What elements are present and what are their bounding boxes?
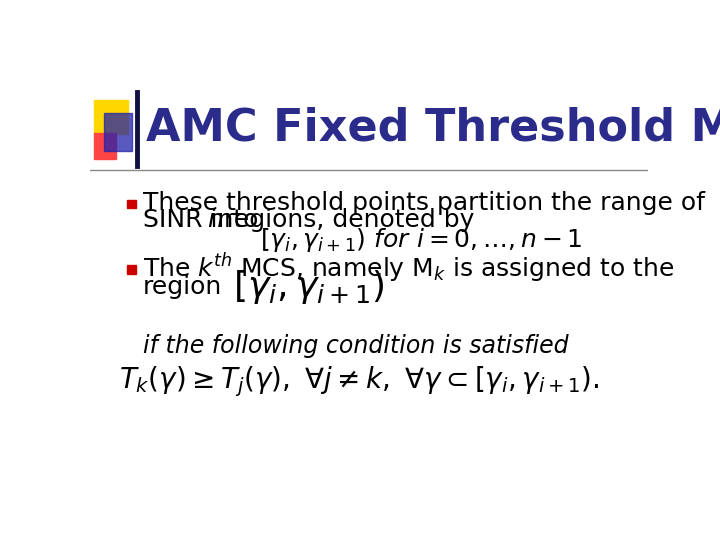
Bar xyxy=(127,200,136,208)
Text: if the following condition is satisfied: if the following condition is satisfied xyxy=(143,334,568,358)
Text: regions, denoted by: regions, denoted by xyxy=(215,208,474,232)
Text: $[\gamma_i, \gamma_{i+1})\ \mathit{for}\ i = 0, \ldots, n-1$: $[\gamma_i, \gamma_{i+1})\ \mathit{for}\… xyxy=(261,226,583,254)
Text: AMC Fixed Threshold Method: AMC Fixed Threshold Method xyxy=(145,106,720,150)
Bar xyxy=(94,132,116,159)
Text: region: region xyxy=(143,274,222,299)
Text: $[\gamma_i, \gamma_{i+1})$: $[\gamma_i, \gamma_{i+1})$ xyxy=(233,267,385,306)
Text: $T_k(\gamma) \geq T_j(\gamma),\ \forall j \neq k,\ \forall \gamma \subset [\gamm: $T_k(\gamma) \geq T_j(\gamma),\ \forall … xyxy=(120,364,600,400)
Text: SINR into: SINR into xyxy=(143,208,266,232)
Text: The $k^{th}$ MCS, namely M$_k$ is assigned to the: The $k^{th}$ MCS, namely M$_k$ is assign… xyxy=(143,251,674,285)
Bar xyxy=(104,112,132,151)
Text: These threshold points partition the range of: These threshold points partition the ran… xyxy=(143,191,705,214)
Text: n: n xyxy=(207,208,223,232)
Bar xyxy=(127,265,136,274)
Bar xyxy=(94,100,128,134)
